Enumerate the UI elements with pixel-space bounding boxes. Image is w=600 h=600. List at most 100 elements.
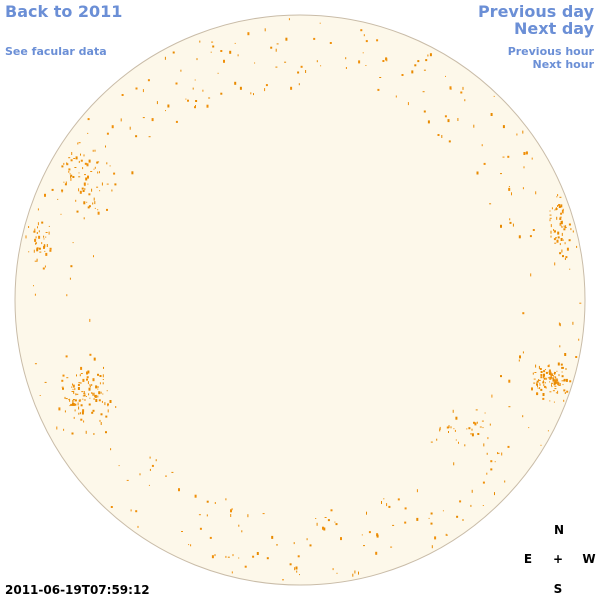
facula <box>113 172 116 175</box>
faculae <box>25 18 582 581</box>
facula <box>522 312 525 315</box>
facula <box>428 517 430 519</box>
facula <box>82 167 84 170</box>
facula <box>449 86 452 90</box>
facula <box>296 570 298 573</box>
facula <box>91 384 93 386</box>
facula <box>148 484 150 486</box>
facula <box>554 242 557 244</box>
facula <box>89 384 91 387</box>
facula <box>37 222 39 226</box>
facula <box>423 69 426 71</box>
facula <box>94 166 96 169</box>
facula <box>185 98 187 100</box>
facula <box>72 388 74 390</box>
facula <box>482 427 484 429</box>
facula <box>211 555 214 559</box>
facula <box>554 388 557 390</box>
facula <box>481 144 483 147</box>
facula <box>549 400 551 402</box>
facula <box>363 545 365 547</box>
facula <box>459 500 462 503</box>
facula <box>473 124 475 128</box>
back-link[interactable]: Back to 2011 <box>5 2 123 21</box>
facula <box>556 239 559 243</box>
facular-link[interactable]: See facular data <box>5 45 107 58</box>
compass-south: S <box>553 582 563 596</box>
facula <box>231 508 233 511</box>
facula <box>92 392 94 396</box>
facula <box>43 245 45 249</box>
facula <box>566 247 569 251</box>
facula <box>548 372 551 375</box>
facula <box>534 372 537 373</box>
facula <box>148 136 151 138</box>
facula <box>61 379 64 382</box>
facula <box>557 381 559 385</box>
facula <box>442 510 444 512</box>
facula <box>561 371 563 373</box>
facula <box>315 518 317 519</box>
facula <box>397 498 400 501</box>
facula <box>58 407 61 411</box>
previous-hour-link[interactable]: Previous hour <box>507 45 594 58</box>
facula <box>93 398 95 400</box>
facula <box>66 377 69 379</box>
facula <box>474 422 477 426</box>
facula <box>427 120 430 124</box>
facula <box>555 237 557 239</box>
facula <box>106 208 108 211</box>
facula <box>569 380 572 383</box>
facula <box>217 72 219 74</box>
facula <box>155 459 157 462</box>
facula <box>48 231 50 235</box>
facula <box>69 398 71 402</box>
facula <box>68 157 71 159</box>
facula <box>149 456 151 459</box>
facula <box>225 498 227 501</box>
facula <box>115 406 117 408</box>
next-day-link[interactable]: Next day <box>514 19 594 38</box>
previous-day-link[interactable]: Previous day <box>477 2 594 21</box>
facula <box>508 406 511 408</box>
next-hour-link[interactable]: Next hour <box>532 58 595 71</box>
facula <box>87 183 89 185</box>
facula <box>565 256 568 259</box>
facula <box>91 188 93 192</box>
facula <box>323 527 326 531</box>
facula <box>39 251 42 253</box>
facula <box>70 175 72 178</box>
facula <box>560 225 562 227</box>
facula <box>352 573 354 577</box>
facula <box>68 168 71 171</box>
facula <box>518 359 520 362</box>
facula <box>74 388 76 391</box>
facula <box>45 236 47 238</box>
facula <box>476 421 478 424</box>
facula <box>37 226 38 229</box>
facula <box>98 391 101 395</box>
facula <box>457 118 459 121</box>
facula <box>395 95 397 98</box>
facula <box>69 173 71 175</box>
facula <box>44 250 46 252</box>
facula <box>238 524 240 527</box>
facula <box>471 433 474 437</box>
facula <box>554 381 557 385</box>
facula <box>555 208 558 210</box>
facula <box>542 397 545 400</box>
facula <box>556 370 558 372</box>
facula <box>554 385 557 387</box>
facula <box>294 567 296 571</box>
facula <box>88 159 91 163</box>
facula <box>91 411 94 414</box>
facula <box>539 383 541 386</box>
facula <box>175 120 178 123</box>
facula <box>65 181 67 184</box>
facula <box>568 239 571 242</box>
facula <box>220 50 223 52</box>
facula <box>97 395 99 398</box>
facula <box>102 379 104 380</box>
facula <box>253 93 254 96</box>
facula <box>211 41 214 43</box>
